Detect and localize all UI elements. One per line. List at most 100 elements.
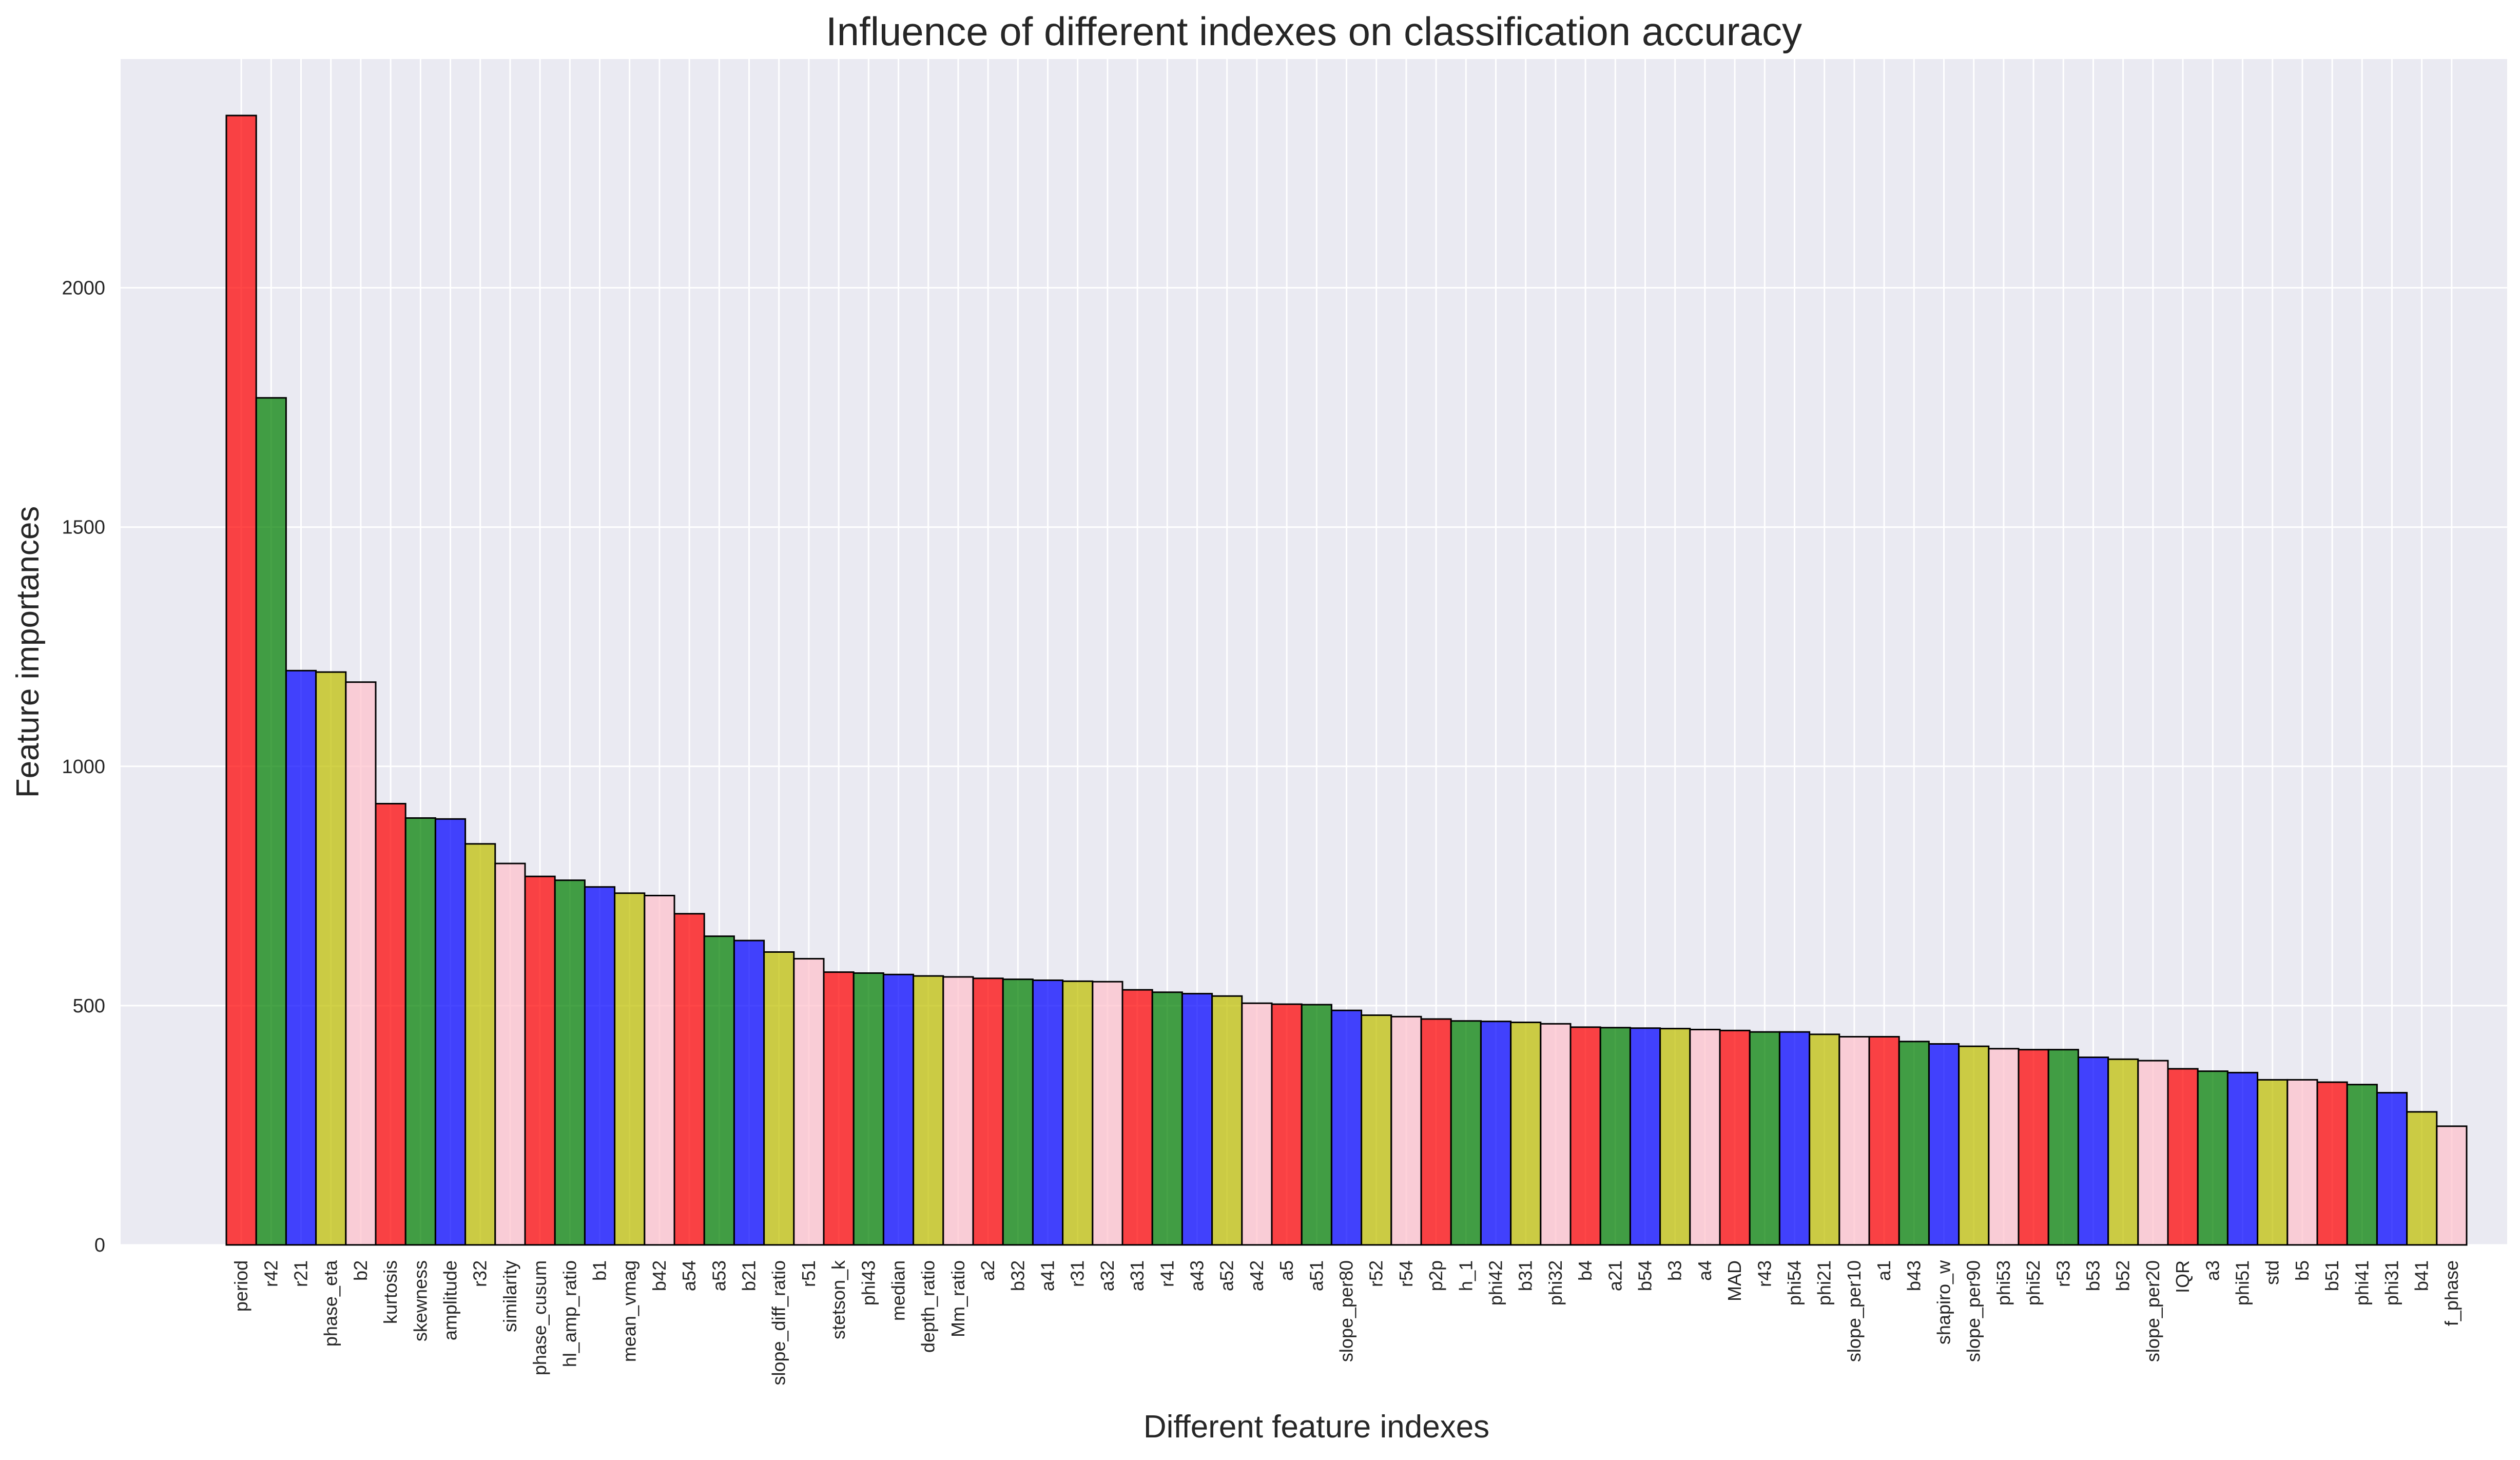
- bar-b1: [584, 886, 616, 1246]
- x-tick-label: b31: [1515, 1260, 1536, 1291]
- x-tick-label: phi54: [1784, 1260, 1805, 1305]
- x-tick-label: hl_amp_ratio: [559, 1260, 580, 1367]
- bar-slope-diff-ratio: [763, 951, 795, 1246]
- bar-phi54: [1778, 1031, 1811, 1246]
- bar-a1: [1868, 1035, 1900, 1246]
- x-tick-label: phase_cusum: [529, 1260, 550, 1375]
- x-tick-label: a43: [1187, 1260, 1208, 1291]
- y-tick-label: 1500: [62, 517, 105, 539]
- bar-b31: [1510, 1022, 1542, 1246]
- bar-shapiro-w: [1928, 1043, 1960, 1246]
- bar-std: [2257, 1079, 2289, 1246]
- x-tick-label: phi21: [1814, 1260, 1835, 1305]
- bar-r42: [255, 397, 287, 1246]
- bar-r54: [1390, 1015, 1422, 1246]
- bar-phase-eta: [315, 671, 347, 1246]
- bar-slope-per80: [1330, 1009, 1363, 1246]
- bar-r31: [1062, 980, 1094, 1246]
- bar-phi41: [2346, 1084, 2378, 1246]
- bar-b53: [2077, 1056, 2109, 1246]
- x-tick-label: a52: [1216, 1260, 1237, 1291]
- bar-slope-per10: [1838, 1035, 1870, 1246]
- bar-iqr: [2167, 1068, 2199, 1246]
- x-tick-label: r43: [1754, 1260, 1775, 1287]
- x-tick-label: r42: [260, 1260, 281, 1287]
- x-tick-label: phi52: [2023, 1260, 2044, 1305]
- bar-phase-cusum: [524, 875, 556, 1246]
- bar-b2: [345, 681, 377, 1246]
- x-tick-label: r51: [798, 1260, 819, 1287]
- x-ticks: period r42 r21 phase_eta b2 kurtosis skewness a…: [230, 1260, 2462, 1386]
- x-tick-label: std: [2262, 1260, 2283, 1285]
- x-tick-label: phase_eta: [320, 1260, 341, 1347]
- bar-a42: [1241, 1002, 1273, 1246]
- x-tick-label: a42: [1246, 1260, 1267, 1291]
- bar-mm-ratio: [942, 976, 974, 1246]
- bar-mean-vmag: [614, 892, 646, 1246]
- x-tick-label: IQR: [2172, 1260, 2193, 1293]
- x-tick-label: b54: [1635, 1260, 1656, 1291]
- bar-b5: [2286, 1079, 2318, 1246]
- x-tick-label: slope_per80: [1336, 1260, 1357, 1362]
- bar-a3: [2197, 1070, 2228, 1246]
- bar-a31: [1121, 989, 1153, 1246]
- bar-mad: [1719, 1029, 1751, 1246]
- bar-f-phase: [2436, 1125, 2468, 1246]
- x-tick-label: a31: [1127, 1260, 1148, 1291]
- x-tick-label: phi32: [1545, 1260, 1566, 1305]
- x-tick-label: a53: [708, 1260, 729, 1291]
- bar-depth-ratio: [913, 975, 944, 1246]
- y-tick-label: 500: [73, 995, 105, 1017]
- bar-similarity: [494, 862, 526, 1246]
- x-tick-label: b51: [2321, 1260, 2342, 1291]
- x-tick-label: skewness: [410, 1260, 431, 1341]
- bars-layer: [225, 114, 2468, 1246]
- x-tick-label: b1: [589, 1260, 610, 1281]
- x-tick-label: b21: [739, 1260, 760, 1291]
- bar-a43: [1181, 993, 1213, 1246]
- bar-median: [882, 973, 915, 1246]
- x-axis-label: Different feature indexes: [1143, 1409, 1489, 1445]
- x-tick-label: r32: [470, 1260, 491, 1287]
- x-tick-label: r53: [2052, 1260, 2073, 1287]
- bar-a32: [1092, 981, 1123, 1246]
- bar-a21: [1599, 1027, 1631, 1246]
- bar-a41: [1032, 979, 1064, 1246]
- x-tick-label: phi43: [858, 1260, 879, 1305]
- bar-a2: [972, 977, 1004, 1246]
- bar-a53: [703, 935, 735, 1246]
- bar-phi53: [1988, 1048, 2020, 1246]
- chart-title: Influence of different indexes on classi…: [826, 9, 1802, 54]
- bar-r41: [1151, 991, 1183, 1246]
- bar-b52: [2107, 1058, 2139, 1246]
- bar-hl-amp-ratio: [554, 879, 586, 1246]
- x-tick-label: b2: [350, 1260, 371, 1281]
- x-tick-label: b52: [2112, 1260, 2134, 1291]
- x-tick-label: Mm_ratio: [947, 1260, 968, 1337]
- bar-a4: [1689, 1029, 1721, 1246]
- bar-stetson-k: [823, 971, 855, 1246]
- x-tick-label: phi41: [2351, 1260, 2372, 1305]
- bar-b21: [733, 939, 765, 1246]
- x-tick-label: a2: [977, 1260, 998, 1281]
- bar-phi51: [2226, 1071, 2259, 1246]
- x-tick-label: shapiro_w: [1933, 1260, 1954, 1344]
- x-tick-label: a3: [2202, 1260, 2223, 1281]
- bar-b4: [1569, 1026, 1601, 1246]
- bar-phi52: [2018, 1049, 2049, 1246]
- bar-r52: [1361, 1014, 1392, 1246]
- bar-p2p: [1420, 1018, 1452, 1246]
- x-tick-label: r31: [1067, 1260, 1088, 1287]
- x-tick-label: kurtosis: [380, 1260, 401, 1324]
- bar-h-1: [1450, 1020, 1482, 1246]
- x-tick-label: phi51: [2232, 1260, 2253, 1305]
- y-ticks: 0 500 1000 1500 2000: [62, 278, 105, 1256]
- x-tick-label: b41: [2411, 1260, 2432, 1291]
- x-tick-label: slope_per10: [1844, 1260, 1865, 1362]
- x-tick-label: a41: [1037, 1260, 1058, 1291]
- bar-phi21: [1809, 1033, 1840, 1246]
- y-tick-label: 1000: [62, 756, 105, 778]
- bar-phi43: [852, 972, 884, 1246]
- bar-r32: [464, 843, 496, 1246]
